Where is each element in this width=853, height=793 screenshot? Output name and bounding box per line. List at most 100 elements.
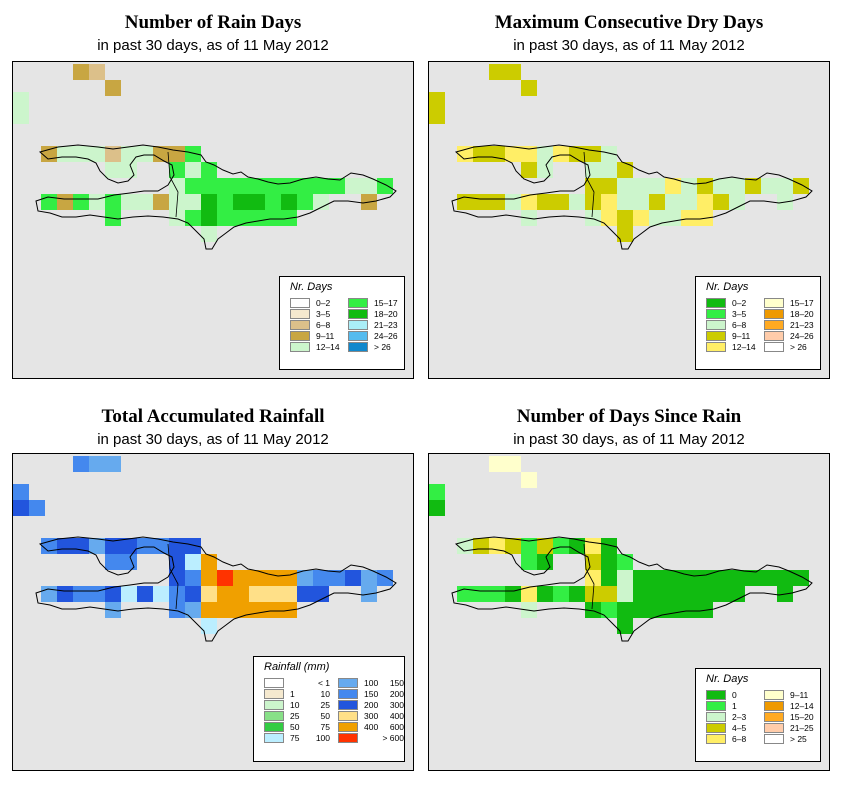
grid-cell (265, 178, 281, 194)
legend-swatch (338, 721, 358, 732)
grid-cell (185, 586, 201, 602)
grid-cell (429, 500, 445, 516)
legend-item: 0–2 (290, 297, 340, 308)
grid-cell (617, 194, 633, 210)
grid-cell (13, 108, 29, 124)
grid-cell (89, 146, 105, 162)
legend-range-high: > 600 (382, 732, 404, 743)
grid-cell (585, 146, 601, 162)
legend-label: 6–8 (732, 733, 747, 744)
legend-label: 24–26 (374, 330, 398, 341)
grid-cell (249, 210, 265, 226)
grid-cell (793, 178, 809, 194)
legend-item: 1 10 (264, 688, 330, 699)
grid-cell (617, 602, 633, 618)
legend-swatch (706, 700, 726, 711)
grid-cell (249, 178, 265, 194)
legend-swatch (764, 319, 784, 330)
grid-cell (265, 586, 281, 602)
grid-cell (233, 602, 249, 618)
grid-cell (585, 602, 601, 618)
grid-cell (505, 146, 521, 162)
grid-cell (489, 538, 505, 554)
coastline (35, 144, 397, 250)
legend-swatch (264, 688, 284, 699)
legend-item: 21–23 (348, 319, 398, 330)
coastline (451, 536, 813, 642)
grid-cell (585, 554, 601, 570)
grid-cell (201, 210, 217, 226)
grid-cell (217, 570, 233, 586)
legend-label: 21–23 (374, 319, 398, 330)
legend-column: < 1 1 10 10 25 25 50 50 75 75 100 (264, 677, 330, 743)
grid-cell (697, 570, 713, 586)
grid-cell (601, 210, 617, 226)
grid-cell (185, 210, 201, 226)
legend-item: 15–17 (764, 297, 814, 308)
grid-cell (249, 570, 265, 586)
map-canvas (13, 456, 397, 642)
grid-cell (665, 570, 681, 586)
grid-cell (89, 586, 105, 602)
legend-label: 1 10 (290, 689, 330, 699)
legend-item: 9–11 (706, 330, 756, 341)
legend-label: 3–5 (732, 308, 747, 319)
grid-cell (681, 194, 697, 210)
legend-item: 24–26 (764, 330, 814, 341)
legend-label: 18–20 (374, 308, 398, 319)
grid-cell (89, 64, 105, 80)
legend-item: 300 400 (338, 710, 404, 721)
grid-cell (105, 586, 121, 602)
grid-cell (217, 178, 233, 194)
grid-cell (73, 538, 89, 554)
grid-cell (553, 146, 569, 162)
legend-item: 75 100 (264, 732, 330, 743)
grid-cell (585, 162, 601, 178)
legend-item: 15–20 (764, 711, 814, 722)
legend-label: > 26 (374, 341, 391, 352)
legend-column: 100 150 150 200 200 300 300 400 400 600 > 600 (338, 677, 404, 743)
panel-subtitle: in past 30 days, as of 11 May 2012 (513, 431, 745, 448)
map-legend: Nr. Days 0–2 3–5 6–8 9–11 12–14 15–17 18–20 21–2… (279, 276, 405, 370)
legend-label: 12–14 (316, 341, 340, 352)
legend-item: 3–5 (290, 308, 340, 319)
legend-label: < 1 (290, 678, 330, 688)
grid-cell (89, 538, 105, 554)
grid-cell (537, 586, 553, 602)
grid-cell (345, 570, 361, 586)
legend-label: 6–8 (316, 319, 331, 330)
grid-cell (121, 146, 137, 162)
grid-cell (73, 64, 89, 80)
grid-cell (121, 162, 137, 178)
grid-cell (457, 586, 473, 602)
grid-cell (137, 194, 153, 210)
grid-cell (169, 538, 185, 554)
legend-item: 200 300 (338, 699, 404, 710)
coastline (451, 144, 813, 250)
map-legend: Rainfall (mm) < 1 1 10 10 25 25 50 50 75 75 100 100 1… (253, 656, 405, 762)
grid-cell (57, 538, 73, 554)
grid-cell (281, 178, 297, 194)
grid-cell (201, 554, 217, 570)
grid-cell (201, 178, 217, 194)
legend-column: 0–2 3–5 6–8 9–11 12–14 (706, 297, 756, 352)
grid-cell (201, 226, 217, 242)
legend-swatch (290, 308, 310, 319)
map-legend: Nr. Days 0 1 2–3 4–5 6–8 9–11 12–14 15–20 21–25 > … (695, 668, 821, 762)
map-frame: Nr. Days 0–2 3–5 6–8 9–11 12–14 15–17 18–20 21–2… (428, 61, 830, 379)
grid-cell (777, 178, 793, 194)
grid-cell (713, 178, 729, 194)
grid-cell (665, 210, 681, 226)
legend-range-high: 200 (389, 688, 404, 699)
grid-cell (297, 586, 313, 602)
grid-cell (57, 146, 73, 162)
grid-cell (13, 92, 29, 108)
grid-cell (697, 586, 713, 602)
legend-column: 0 1 2–3 4–5 6–8 (706, 689, 746, 744)
grid-cell (41, 194, 57, 210)
legend-item: 12–14 (764, 700, 814, 711)
legend-item: > 25 (764, 733, 814, 744)
legend-label: 100 150 (364, 678, 404, 688)
legend-range-low: 75 (290, 732, 300, 743)
legend-range-high: 50 (320, 710, 330, 721)
